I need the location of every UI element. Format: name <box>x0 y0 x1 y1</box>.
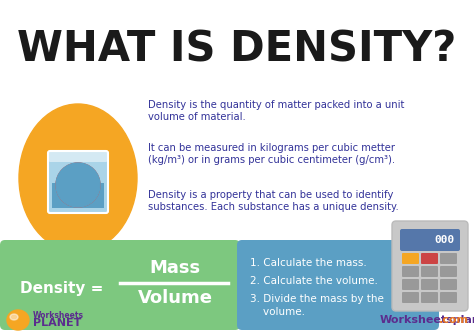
Ellipse shape <box>56 163 100 207</box>
FancyBboxPatch shape <box>421 253 438 264</box>
FancyBboxPatch shape <box>402 266 419 277</box>
FancyBboxPatch shape <box>440 279 457 290</box>
Text: Volume: Volume <box>137 289 212 307</box>
Ellipse shape <box>56 163 100 207</box>
Text: Density =: Density = <box>20 280 103 295</box>
Ellipse shape <box>10 314 18 320</box>
FancyBboxPatch shape <box>402 279 419 290</box>
Text: 2. Calculate the volume.: 2. Calculate the volume. <box>250 276 378 286</box>
Text: Worksheets: Worksheets <box>33 312 84 321</box>
Ellipse shape <box>7 310 29 330</box>
Text: Density is a property that can be used to identify
substances. Each substance ha: Density is a property that can be used t… <box>148 190 399 212</box>
FancyBboxPatch shape <box>237 240 439 330</box>
FancyBboxPatch shape <box>421 279 438 290</box>
Text: WHAT IS DENSITY?: WHAT IS DENSITY? <box>18 29 456 71</box>
FancyBboxPatch shape <box>49 152 107 162</box>
FancyBboxPatch shape <box>440 292 457 303</box>
FancyBboxPatch shape <box>402 253 419 264</box>
Text: 1. Calculate the mass.: 1. Calculate the mass. <box>250 258 367 268</box>
Text: It can be measured in kilograms per cubic metter
(kg/m³) or in grams per cubic c: It can be measured in kilograms per cubi… <box>148 143 395 164</box>
Text: Density is the quantity of matter packed into a unit
volume of material.: Density is the quantity of matter packed… <box>148 100 404 122</box>
Text: 3. Divide the mass by the
    volume.: 3. Divide the mass by the volume. <box>250 294 384 317</box>
FancyBboxPatch shape <box>0 240 240 330</box>
FancyBboxPatch shape <box>400 229 460 251</box>
Text: Mass: Mass <box>149 259 201 277</box>
FancyBboxPatch shape <box>440 253 457 264</box>
Bar <box>52 183 104 208</box>
FancyBboxPatch shape <box>421 266 438 277</box>
Text: 000: 000 <box>435 235 455 245</box>
FancyBboxPatch shape <box>48 151 108 213</box>
FancyBboxPatch shape <box>402 292 419 303</box>
Text: Worksheetsplanet: Worksheetsplanet <box>380 315 474 325</box>
Ellipse shape <box>19 104 137 252</box>
FancyBboxPatch shape <box>421 292 438 303</box>
Text: PLANET: PLANET <box>33 318 82 328</box>
FancyBboxPatch shape <box>392 221 468 311</box>
FancyBboxPatch shape <box>440 266 457 277</box>
Text: .com: .com <box>439 315 469 325</box>
